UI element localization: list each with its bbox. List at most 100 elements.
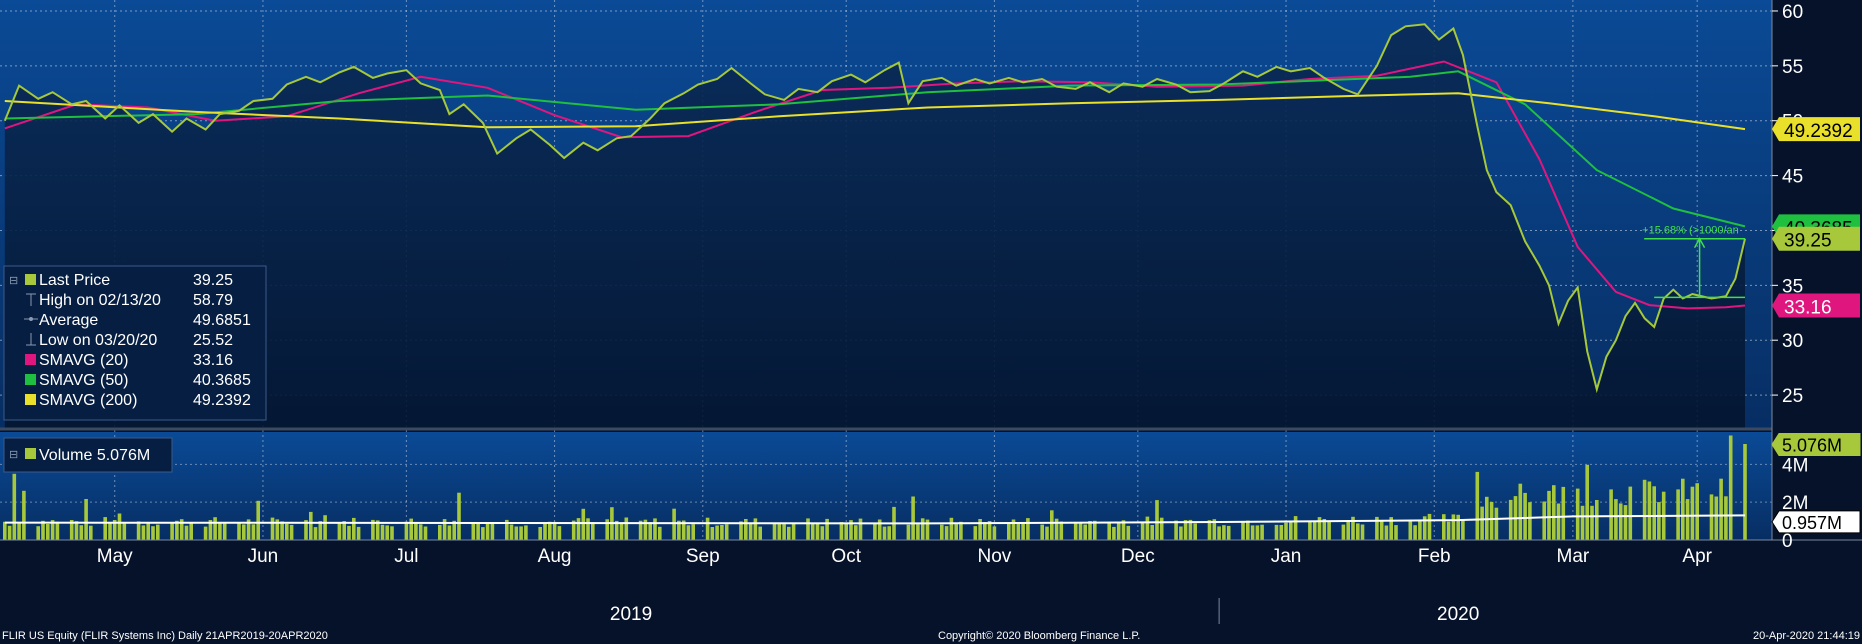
volume-bar bbox=[524, 525, 528, 540]
volume-bar bbox=[1083, 524, 1087, 540]
volume-bar bbox=[1054, 518, 1059, 540]
volume-bar bbox=[1217, 526, 1221, 540]
volume-bar bbox=[1016, 522, 1021, 540]
legend-label: SMAVG (200) bbox=[39, 392, 137, 409]
volume-bar bbox=[1451, 514, 1456, 540]
volume-bar bbox=[1140, 522, 1145, 540]
volume-bar bbox=[390, 526, 394, 540]
volume-bar bbox=[648, 522, 652, 540]
legend-value: 58.79 bbox=[193, 292, 233, 309]
legend-label: Low on 03/20/20 bbox=[39, 332, 157, 349]
time-axis: May Jun Jul Aug Sep Oct Nov Dec Jan Feb Mar Apr 2019… bbox=[97, 546, 1713, 625]
month-label: Feb bbox=[1418, 546, 1451, 567]
volume-bar bbox=[806, 518, 810, 540]
volume-bar bbox=[380, 524, 385, 540]
volume-tick-label: 2M bbox=[1782, 493, 1808, 514]
volume-bar bbox=[1614, 499, 1618, 540]
volume-bar bbox=[1542, 501, 1546, 540]
volume-bar bbox=[1193, 523, 1197, 540]
legend-item: ⊟ Last Price 39.25 bbox=[9, 272, 233, 289]
legend-swatch bbox=[25, 274, 36, 285]
legend-label: High on 02/13/20 bbox=[39, 292, 161, 309]
volume-legend-expander-icon[interactable]: ⊟ bbox=[9, 449, 18, 461]
volume-bar bbox=[1724, 496, 1728, 540]
volume-bar bbox=[1618, 503, 1623, 540]
volume-bar bbox=[581, 508, 586, 540]
volume-bar bbox=[1250, 525, 1255, 540]
volume-bar bbox=[41, 520, 45, 540]
volume-bar bbox=[571, 520, 576, 540]
legend-label: Average bbox=[39, 312, 98, 329]
volume-bar bbox=[1681, 478, 1685, 540]
volume-bar bbox=[1322, 519, 1327, 540]
volume-bar bbox=[906, 524, 911, 540]
month-label: Nov bbox=[978, 546, 1012, 567]
volume-bar bbox=[74, 521, 79, 540]
volume-bar bbox=[46, 524, 50, 540]
volume-bar bbox=[949, 517, 954, 540]
volume-bar bbox=[1255, 525, 1260, 540]
volume-bar bbox=[457, 492, 461, 540]
month-label: Aug bbox=[538, 546, 572, 567]
volume-bar bbox=[1317, 517, 1322, 540]
volume-bar bbox=[1494, 507, 1499, 540]
volume-bar bbox=[371, 519, 375, 540]
volume-bar bbox=[179, 519, 184, 540]
volume-bar bbox=[1609, 489, 1613, 540]
price-tick-label: 55 bbox=[1782, 57, 1803, 78]
volume-bar bbox=[3, 521, 7, 540]
volume-bar bbox=[1413, 525, 1417, 540]
series-line-smavg-200- bbox=[4, 92, 1746, 131]
volume-bar bbox=[973, 526, 978, 540]
volume-bar bbox=[318, 521, 323, 540]
volume-bar bbox=[591, 522, 595, 540]
volume-bar bbox=[423, 526, 428, 540]
volume-bar bbox=[270, 517, 275, 540]
volume-bar bbox=[887, 526, 891, 540]
value-tag: 49.2392 bbox=[1772, 117, 1860, 142]
volume-bar bbox=[1676, 489, 1680, 540]
volume-value-tag-label: 0.957M bbox=[1782, 513, 1842, 533]
price-tick-label: 35 bbox=[1782, 276, 1803, 297]
volume-bar bbox=[944, 526, 949, 540]
volume-bar bbox=[151, 526, 155, 540]
volume-bar bbox=[911, 496, 915, 540]
volume-bar bbox=[1155, 500, 1159, 540]
volume-bar bbox=[1150, 525, 1154, 540]
volume-bar bbox=[289, 524, 294, 540]
volume-bar bbox=[1518, 483, 1523, 540]
volume-bar bbox=[1040, 524, 1044, 540]
volume-bar bbox=[705, 517, 710, 540]
volume-bar bbox=[1590, 505, 1594, 540]
value-tag-label: 39.25 bbox=[1784, 231, 1832, 252]
volume-bar bbox=[1073, 522, 1078, 540]
volume-bar bbox=[1126, 525, 1131, 540]
volume-bar bbox=[815, 523, 820, 540]
volume-bar bbox=[69, 520, 74, 540]
volume-bar bbox=[22, 490, 26, 540]
volume-bar bbox=[920, 518, 925, 540]
volume-bar bbox=[1647, 481, 1652, 540]
volume-bar bbox=[1226, 525, 1231, 540]
price-tick-label: 60 bbox=[1782, 2, 1803, 23]
volume-bar bbox=[122, 522, 127, 540]
legend-item: SMAVG (50) 40.3685 bbox=[25, 372, 251, 389]
year-label: 2020 bbox=[1437, 604, 1479, 625]
year-label: 2019 bbox=[610, 604, 652, 625]
volume-bar bbox=[777, 523, 782, 540]
volume-bar bbox=[820, 526, 825, 540]
volume-bar bbox=[1246, 520, 1250, 540]
legend-expander-icon[interactable]: ⊟ bbox=[9, 275, 18, 287]
volume-bar bbox=[1308, 522, 1312, 540]
legend-value: 49.6851 bbox=[193, 312, 251, 329]
volume-bar bbox=[1279, 525, 1284, 540]
legend-value: 25.52 bbox=[193, 332, 233, 349]
volume-bar bbox=[1112, 526, 1116, 540]
volume-bar bbox=[643, 519, 648, 540]
volume-bar bbox=[715, 525, 719, 540]
volume-bar bbox=[84, 499, 88, 540]
legend-label: SMAVG (20) bbox=[39, 352, 129, 369]
volume-bar bbox=[538, 527, 542, 540]
volume-bar bbox=[1059, 521, 1064, 540]
